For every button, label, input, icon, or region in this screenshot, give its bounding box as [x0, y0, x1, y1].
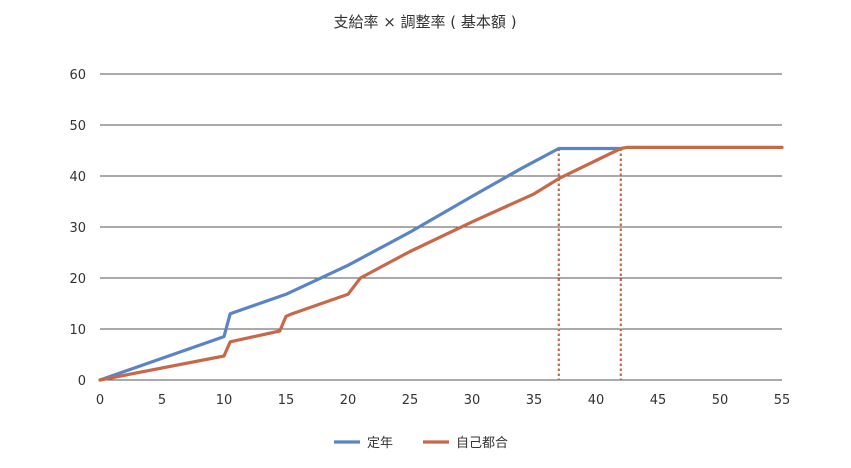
x-tick-label: 5 [158, 393, 166, 408]
grid-lines [100, 73, 782, 381]
x-tick-label: 35 [526, 393, 543, 408]
x-tick-label: 25 [402, 393, 419, 408]
x-axis-ticks: 0 5 10 15 20 25 30 35 40 45 50 55 [96, 393, 790, 408]
x-tick-label: 40 [588, 393, 605, 408]
y-axis-ticks: 0 10 20 30 40 50 60 [69, 68, 86, 389]
y-tick-label: 60 [69, 68, 86, 83]
x-tick-label: 55 [774, 393, 791, 408]
legend: 定年 自己都合 [334, 436, 508, 451]
y-tick-label: 20 [69, 272, 86, 287]
y-tick-label: 10 [69, 323, 86, 338]
x-tick-label: 50 [712, 393, 729, 408]
series-lines [98, 145, 784, 382]
y-tick-label: 30 [69, 221, 86, 236]
x-tick-label: 0 [96, 393, 104, 408]
series-line-0 [98, 146, 623, 382]
x-tick-label: 20 [340, 393, 357, 408]
x-tick-label: 45 [650, 393, 667, 408]
series-line-1 [98, 145, 784, 382]
legend-label: 定年 [367, 436, 393, 451]
y-tick-label: 50 [69, 119, 86, 134]
legend-label: 自己都合 [456, 436, 508, 451]
x-tick-label: 10 [216, 393, 233, 408]
chart-title: 支給率 × 調整率 ( 基本額 ) [333, 13, 516, 31]
x-tick-label: 30 [464, 393, 481, 408]
y-tick-label: 0 [78, 374, 86, 389]
y-tick-label: 40 [69, 170, 86, 185]
reference-lines [557, 148, 622, 380]
x-tick-label: 15 [278, 393, 295, 408]
